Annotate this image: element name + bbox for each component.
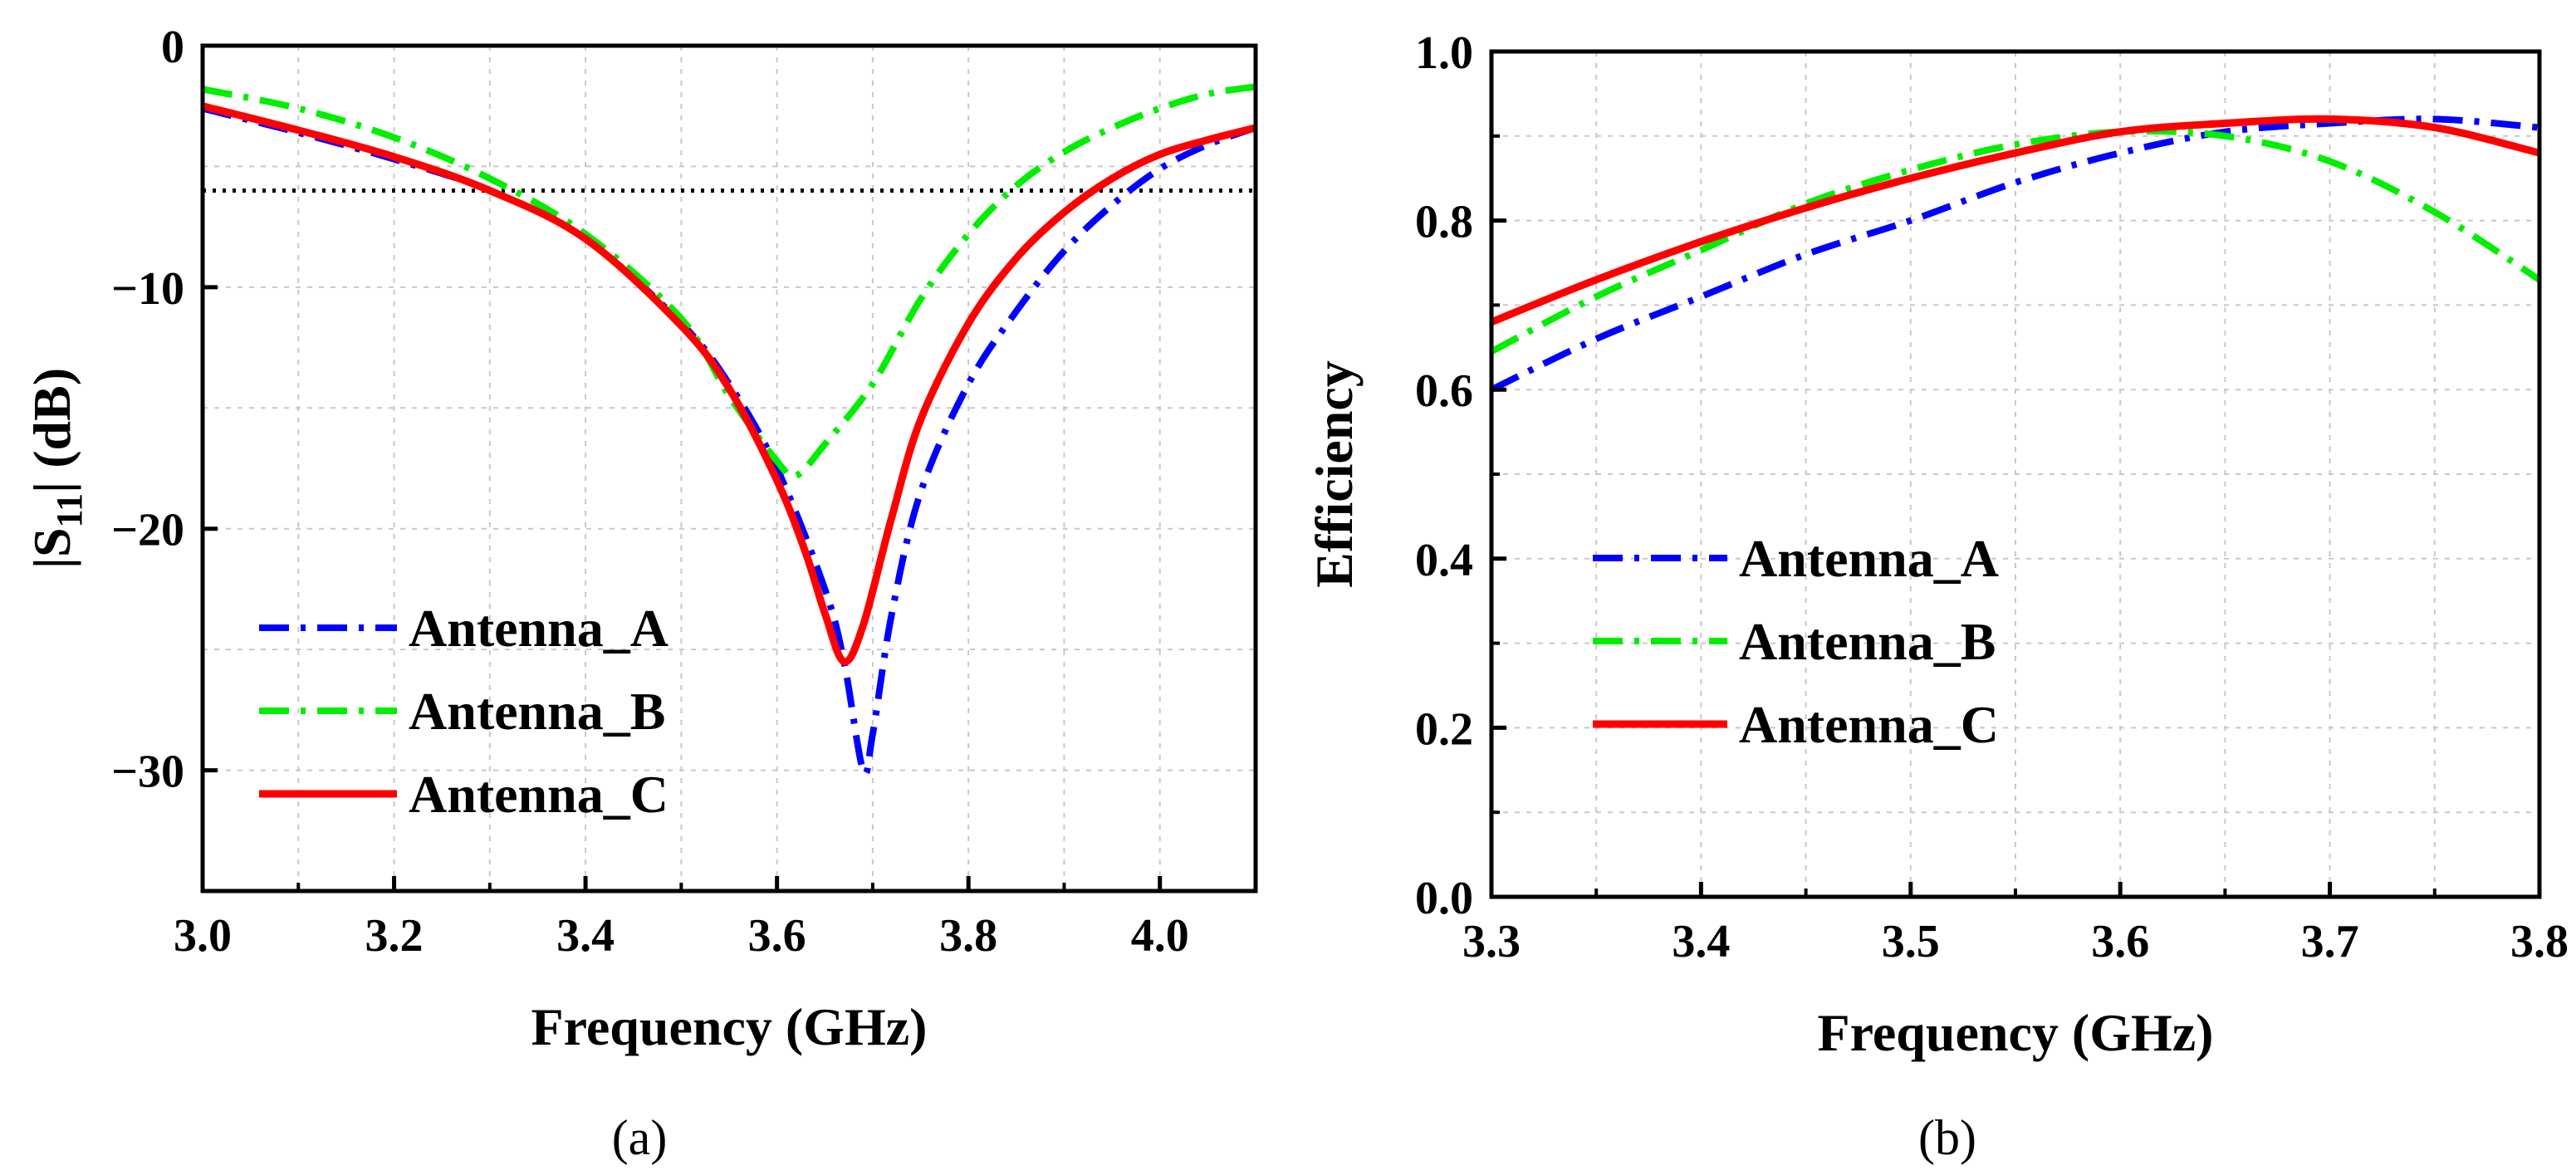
panel-a-y-axis-label: |S11| (dB) [22,368,90,569]
x-tick-label: 3.8 [2510,916,2569,967]
x-tick-label: 3.4 [556,910,615,962]
panel-a-y-label-prefix: |S [22,527,81,569]
y-tick-label: −20 [111,505,184,556]
y-tick-label: 0.8 [1415,197,1473,248]
series-line-antenna-b [203,83,1256,480]
x-tick-label: 3.7 [2301,916,2359,967]
series-line-antenna-c [203,102,1256,666]
panel-b-legend: Antenna_A Antenna_B Antenna_C [1593,529,1999,754]
panel-a: 3.0 3.2 3.4 3.6 3.8 4.00−10−20−30 Antenna_AAn… [22,22,1258,1165]
legend-label-antenna-b: Antenna_B [1739,612,1996,671]
panel-a-series [203,83,1256,777]
panel-b: 3.3 3.4 3.5 3.6 3.7 3.8 0.0 0.2 0.4 0.6 0.8 1.0 Ant… [1305,27,2569,1165]
legend-label-antenna-a: Antenna_A [1739,529,1999,588]
panel-a-label: (a) [612,1110,668,1165]
panel-b-ticks: 3.3 3.4 3.5 3.6 3.7 3.8 0.0 0.2 0.4 0.6 0.8 1.0 [1415,27,2569,967]
series-line-antenna-b [1491,127,2539,355]
series-line-antenna-c [1491,115,2539,326]
panel-b-y-axis-label: Efficiency [1305,360,1364,588]
series-line-antenna-a [203,105,1256,777]
panel-a-y-label-subscript: 11 [49,493,90,528]
panel-a-x-axis-label: Frequency (GHz) [531,997,928,1056]
legend-label-antenna-c: Antenna_C [1739,695,1999,754]
y-tick-label: 0.0 [1415,873,1473,924]
y-tick-label: 0.6 [1415,365,1473,417]
x-tick-label: 3.0 [174,910,232,962]
y-tick-label: −10 [111,263,184,315]
panel-b-x-axis-label: Frequency (GHz) [1818,1003,2214,1062]
panel-b-grid [1491,51,2539,897]
panel-a-y-label-suffix: | (dB) [22,368,81,493]
x-tick-label: 3.6 [748,910,806,962]
y-tick-label: 1.0 [1415,27,1473,79]
panel-b-label: (b) [1918,1110,1976,1165]
panel-a-ticks: 3.0 3.2 3.4 3.6 3.8 4.0 0 −10 −20 −30 [111,22,1189,962]
x-tick-label: 3.4 [1672,916,1730,967]
x-tick-label: 3.5 [1882,916,1940,967]
panel-b-series [1491,115,2539,393]
y-tick-label: 0 [161,22,184,73]
legend-label-antenna-b: Antenna_B [409,682,665,741]
x-tick-label: 3.8 [939,910,997,962]
x-tick-label: 3.3 [1462,916,1521,967]
legend-label-antenna-c: Antenna_C [409,765,668,824]
x-tick-label: 4.0 [1131,910,1189,962]
y-tick-label: 0.2 [1415,703,1473,755]
y-tick-label: −30 [111,747,184,798]
legend-label-antenna-a: Antenna_A [409,599,668,658]
panel-a-grid [203,46,1256,891]
y-tick-label: 0.4 [1415,535,1473,586]
panel-a-legend: Antenna_A Antenna_B Antenna_C [259,599,668,824]
x-tick-label: 3.2 [365,910,424,962]
panel-a-plot-frame [200,43,1258,893]
x-tick-label: 3.6 [2091,916,2149,967]
